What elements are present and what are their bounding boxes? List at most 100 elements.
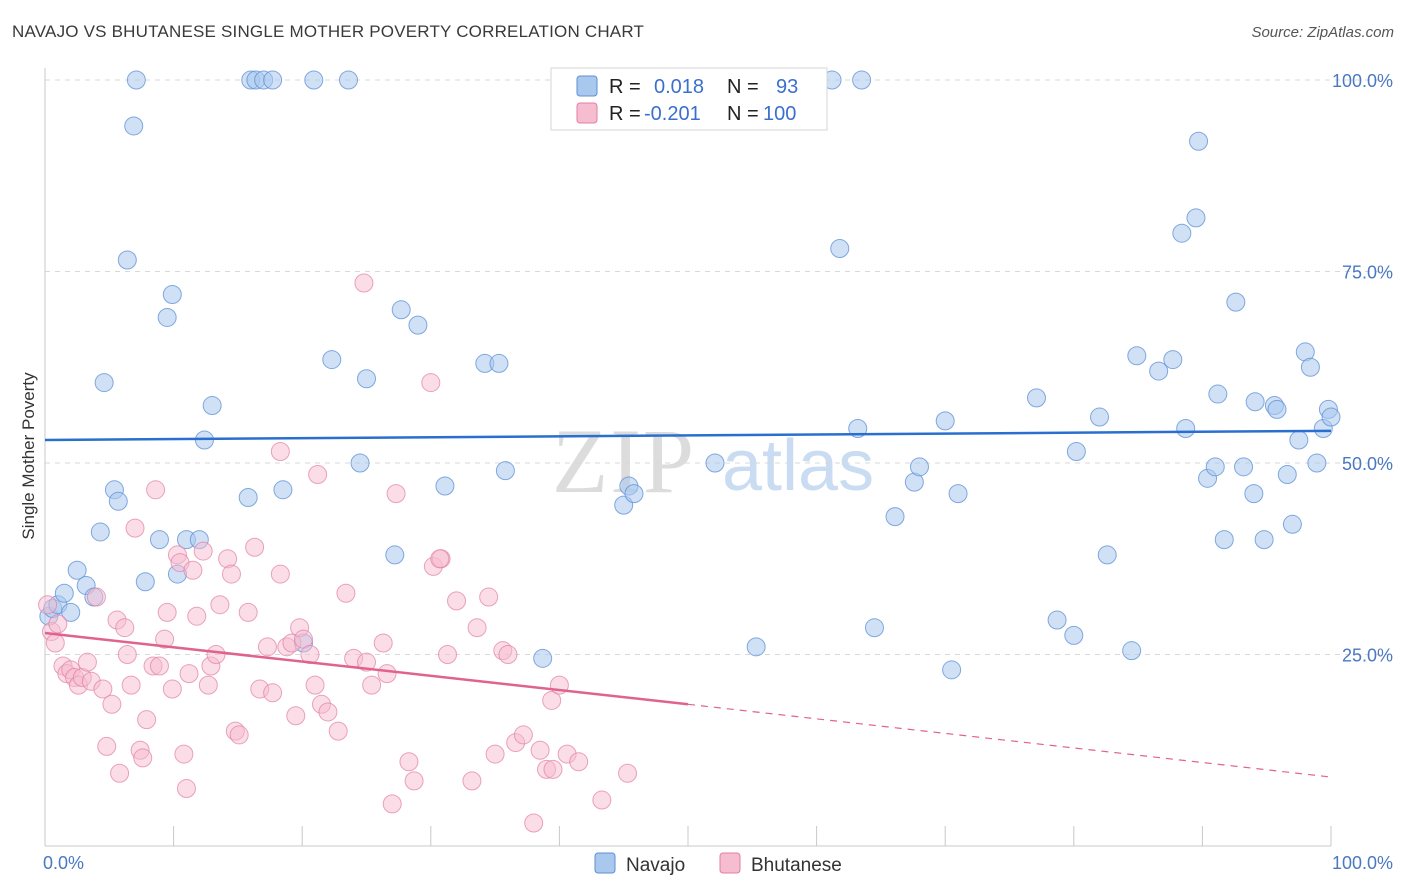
navajo-point xyxy=(533,648,553,668)
bhutanese-point xyxy=(377,664,397,684)
navajo-point xyxy=(1321,407,1341,427)
bhutanese-point xyxy=(357,652,376,672)
navajo-point xyxy=(322,350,342,370)
navajo-point xyxy=(830,239,850,259)
navajo-point xyxy=(1090,407,1110,427)
bhutanese-point xyxy=(592,790,612,810)
bhutanese-point xyxy=(149,656,169,676)
bhutanese-point xyxy=(328,721,348,741)
navajo-point xyxy=(495,461,515,481)
navajo-points xyxy=(39,70,1341,680)
navajo-point xyxy=(935,411,955,431)
navajo-point xyxy=(1176,419,1196,439)
legend-swatch-navajo xyxy=(576,75,598,97)
bhutanese-point xyxy=(447,591,467,611)
navajo-point xyxy=(157,307,177,327)
bhutanese-point xyxy=(479,587,499,607)
bhutanese-point xyxy=(542,690,562,710)
bhutanese-point xyxy=(421,373,441,393)
navajo-point xyxy=(1244,484,1264,504)
bhutanese-point xyxy=(430,549,450,569)
bhutanese-point xyxy=(354,273,374,293)
x-tick-labels: 0.0% 100.0% xyxy=(43,853,1393,873)
navajo-point xyxy=(304,70,324,90)
bhutanese-point xyxy=(174,744,194,764)
navajo-point xyxy=(1066,442,1086,462)
series-legend-swatch-navajo xyxy=(594,852,616,874)
navajo-point xyxy=(135,572,155,592)
gridlines xyxy=(45,79,1392,655)
navajo-point xyxy=(852,70,872,90)
navajo-point xyxy=(162,284,182,304)
navajo-point xyxy=(942,660,962,680)
navajo-point xyxy=(108,491,128,511)
bhutanese-point xyxy=(125,518,145,538)
navajo-point xyxy=(1254,530,1274,550)
bhutanese-point xyxy=(485,744,505,764)
navajo-point xyxy=(1186,208,1206,228)
navajo-point xyxy=(1027,388,1047,408)
bhutanese-point xyxy=(146,480,166,500)
legend-swatch-bhutanese xyxy=(576,102,598,124)
bhutanese-point xyxy=(404,771,424,791)
watermark-zip: ZIP xyxy=(552,410,696,512)
bhutanese-points xyxy=(38,273,638,833)
bhutanese-point xyxy=(238,602,258,622)
navajo-point xyxy=(1097,545,1117,565)
legend-n-value-bhutanese: 100 xyxy=(763,103,796,125)
bhutanese-point xyxy=(198,675,218,695)
bhutanese-point xyxy=(373,633,393,653)
bhutanese-point xyxy=(543,759,563,779)
bhutanese-point xyxy=(462,771,482,791)
bhutanese-point xyxy=(467,618,487,638)
navajo-point xyxy=(435,476,455,496)
bhutanese-point xyxy=(318,702,338,722)
bhutanese-point xyxy=(137,710,157,730)
bhutanese-point xyxy=(257,637,277,657)
navajo-point xyxy=(273,480,293,500)
y-tick-label: 50.0% xyxy=(1342,454,1393,474)
y-tick-labels: 25.0% 50.0% 75.0% 100.0% xyxy=(1332,71,1393,666)
bhutanese-point xyxy=(362,675,382,695)
navajo-point xyxy=(705,453,725,473)
legend-r-label: R = xyxy=(609,103,641,125)
bhutanese-point xyxy=(245,537,265,557)
bhutanese-point xyxy=(386,484,406,504)
bhutanese-point xyxy=(513,725,533,745)
bhutanese-point xyxy=(45,633,65,653)
y-axis-label: Single Mother Poverty xyxy=(19,372,38,540)
bhutanese-point xyxy=(77,652,97,672)
navajo-point xyxy=(385,545,405,565)
bhutanese-point xyxy=(270,564,290,584)
navajo-point xyxy=(909,457,929,477)
navajo-point xyxy=(1234,457,1254,477)
navajo-point xyxy=(202,396,222,416)
bhutanese-point xyxy=(399,752,419,772)
navajo-point xyxy=(117,250,137,270)
bhutanese-point xyxy=(179,664,199,684)
bhutanese-point xyxy=(221,564,241,584)
bhutanese-point xyxy=(157,602,177,622)
navajo-point xyxy=(1127,346,1147,366)
navajo-point xyxy=(1163,350,1183,370)
navajo-point xyxy=(263,70,283,90)
navajo-point xyxy=(1245,392,1265,412)
navajo-point xyxy=(124,116,144,136)
navajo-point xyxy=(1047,610,1067,630)
series-legend: Navajo Bhutanese xyxy=(594,852,842,876)
series-legend-label-bhutanese: Bhutanese xyxy=(751,855,842,876)
bhutanese-point xyxy=(176,779,196,799)
watermark-atlas: atlas xyxy=(722,426,874,506)
bhutanese-point xyxy=(336,583,356,603)
bhutanese-trendline xyxy=(44,631,689,706)
bhutanese-point xyxy=(117,645,137,664)
chart-source: Source: ZipAtlas.com xyxy=(1251,24,1394,41)
navajo-point xyxy=(1149,361,1169,381)
navajo-point xyxy=(357,369,376,389)
legend-r-value-navajo: 0.018 xyxy=(654,76,704,98)
bhutanese-point xyxy=(93,679,113,699)
navajo-point xyxy=(1064,625,1084,645)
bhutanese-point xyxy=(286,706,306,726)
navajo-point xyxy=(1282,514,1302,534)
legend-n-label: N = xyxy=(727,76,759,98)
